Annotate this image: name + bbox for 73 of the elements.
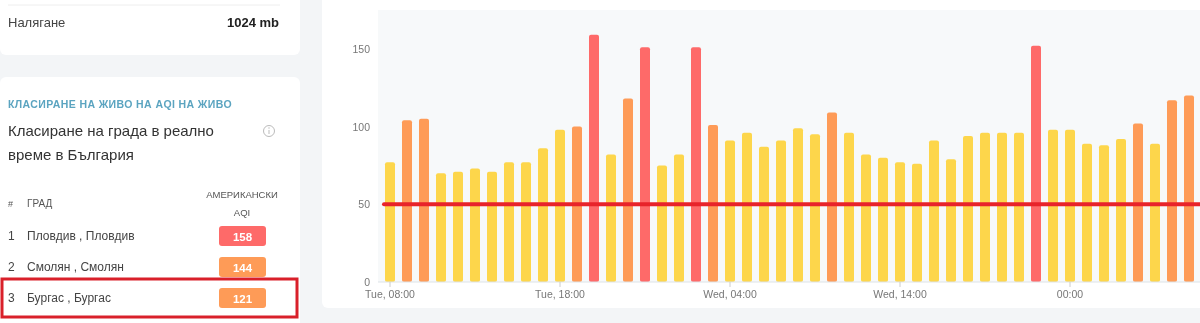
bar <box>793 128 803 282</box>
text: 2 <box>8 260 15 274</box>
text: Бургас , Бургас <box>27 291 111 305</box>
bar <box>691 47 701 282</box>
text: АМЕРИКАНСКИ AQI <box>206 189 279 218</box>
bar <box>1116 139 1126 282</box>
bar <box>589 34 599 282</box>
bar <box>1082 143 1092 282</box>
x-tick-label: 00:00 <box>1056 288 1084 300</box>
data-label: 121 <box>232 292 253 305</box>
bar <box>623 98 633 282</box>
bar <box>827 112 837 282</box>
y-tick-label: 100 <box>352 120 371 133</box>
bar <box>640 47 650 282</box>
bar <box>521 162 531 282</box>
bar <box>1133 123 1143 282</box>
y-tick-label: 150 <box>352 42 371 55</box>
text: 1 <box>8 229 15 243</box>
bar <box>912 163 922 282</box>
bar <box>453 171 463 282</box>
bar <box>606 154 616 282</box>
data-label: 144 <box>232 261 253 274</box>
text: Класиране на града в реално време в България <box>8 122 214 163</box>
bar <box>419 118 429 282</box>
bar <box>997 132 1007 282</box>
text: 1024 mb <box>226 15 280 30</box>
bar <box>776 140 786 282</box>
bar <box>759 146 769 282</box>
bar <box>929 140 939 282</box>
bar <box>708 125 718 282</box>
bar <box>946 159 956 282</box>
x-tick-label: Wed, 14:00 <box>873 288 927 300</box>
bar <box>436 173 446 282</box>
bar <box>402 120 412 282</box>
text: ГРАД <box>27 198 53 209</box>
bar <box>487 171 497 282</box>
x-tick-label: Wed, 04:00 <box>703 288 757 300</box>
bar <box>572 126 582 282</box>
bar <box>742 132 752 282</box>
y-tick-label: 0 <box>364 276 371 288</box>
text: КЛАСИРАНЕ НА ЖИВО НА AQI НА ЖИВО <box>8 98 232 110</box>
text: Пловдив , Пловдив <box>27 229 135 243</box>
bar <box>878 157 888 282</box>
text: # <box>8 199 14 209</box>
bar <box>1184 95 1194 282</box>
bar <box>1065 129 1075 282</box>
bar <box>504 162 514 282</box>
bar <box>674 154 684 282</box>
bar <box>1099 145 1109 282</box>
text: Смолян , Смолян <box>27 260 124 274</box>
bar <box>1014 132 1024 282</box>
x-tick-label: Tue, 08:00 <box>365 288 416 300</box>
bar <box>1167 100 1177 282</box>
bar <box>1048 129 1058 282</box>
bar <box>538 148 548 282</box>
bar <box>1031 45 1041 282</box>
text: 3 <box>8 291 15 305</box>
bar <box>657 165 667 282</box>
bar <box>844 132 854 282</box>
bar <box>555 129 565 282</box>
bar <box>963 135 973 282</box>
bar <box>895 162 905 282</box>
data-label: 158 <box>232 230 253 243</box>
bar <box>810 134 820 282</box>
bar <box>385 162 395 282</box>
bar <box>980 132 990 282</box>
bar <box>470 168 480 282</box>
x-tick-label: Tue, 18:00 <box>535 288 586 300</box>
bar <box>1150 143 1160 282</box>
bar <box>725 140 735 282</box>
y-tick-label: 50 <box>358 198 371 211</box>
bar <box>861 154 871 282</box>
text: Налягане <box>8 15 66 30</box>
